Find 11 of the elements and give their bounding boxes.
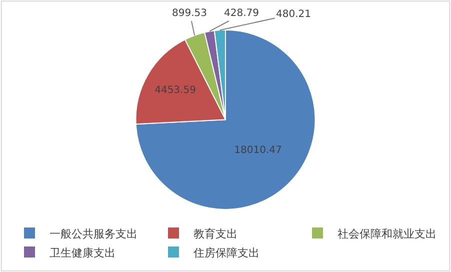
- data-label: 480.21: [276, 9, 311, 20]
- legend-label: 一般公共服务支出: [50, 227, 138, 240]
- legend-label: 卫生健康支出: [50, 246, 116, 260]
- data-label: 899.53: [172, 8, 207, 19]
- data-label: 18010.47: [234, 145, 282, 156]
- legend-label: 住房保障支出: [194, 246, 260, 260]
- data-label: 4453.59: [154, 85, 196, 96]
- legend-label: 教育支出: [194, 227, 238, 240]
- pie-slice: [135, 29, 316, 210]
- legend-label: 社会保障和就业支出: [338, 227, 436, 240]
- data-label: 428.79: [224, 8, 259, 19]
